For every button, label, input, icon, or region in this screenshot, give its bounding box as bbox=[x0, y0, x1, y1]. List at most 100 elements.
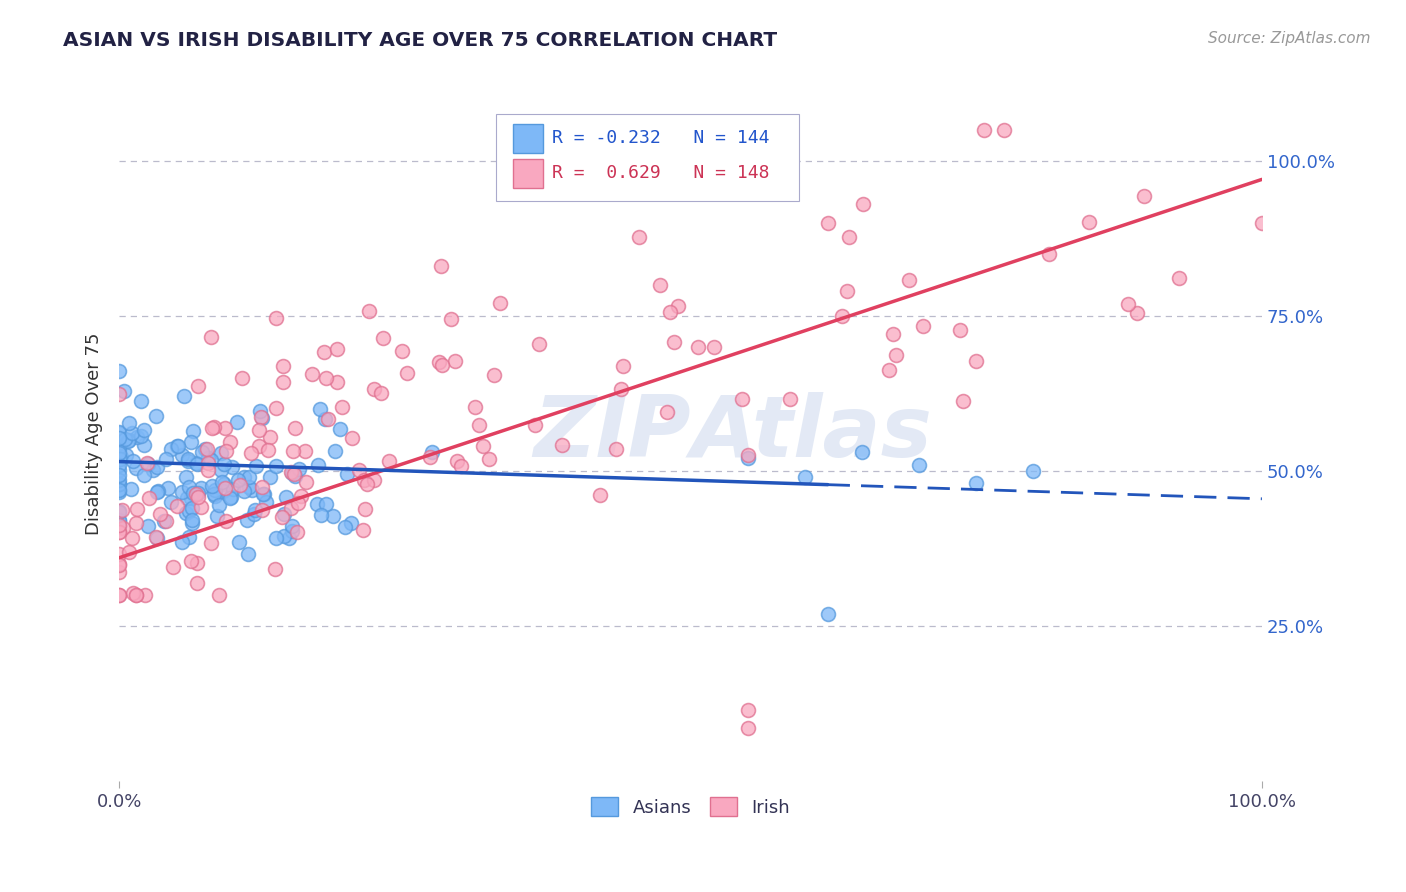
Text: ASIAN VS IRISH DISABILITY AGE OVER 75 CORRELATION CHART: ASIAN VS IRISH DISABILITY AGE OVER 75 CO… bbox=[63, 31, 778, 50]
Point bbox=[108, 451, 131, 466]
Point bbox=[219, 434, 242, 449]
Point bbox=[108, 483, 131, 498]
Point bbox=[254, 494, 277, 508]
Point bbox=[659, 305, 682, 319]
Point bbox=[108, 483, 131, 497]
Point bbox=[187, 490, 209, 504]
Point bbox=[208, 498, 231, 512]
Point bbox=[852, 196, 875, 211]
Point bbox=[356, 476, 378, 491]
Point bbox=[882, 326, 904, 341]
Point bbox=[664, 334, 686, 349]
Point bbox=[245, 458, 267, 473]
Point bbox=[108, 442, 131, 457]
Point bbox=[450, 459, 472, 474]
Point bbox=[605, 442, 627, 456]
Point bbox=[551, 437, 574, 451]
Point bbox=[177, 504, 200, 518]
Point bbox=[835, 285, 858, 299]
Point bbox=[108, 458, 131, 473]
Point bbox=[180, 435, 202, 450]
Point bbox=[201, 479, 224, 493]
Point bbox=[737, 448, 759, 462]
Point bbox=[238, 480, 260, 494]
Point bbox=[290, 489, 312, 503]
Point bbox=[284, 469, 307, 483]
Point bbox=[226, 473, 249, 487]
Point bbox=[122, 454, 145, 468]
Point bbox=[589, 488, 612, 502]
Point bbox=[247, 424, 270, 438]
Point bbox=[627, 230, 650, 244]
Point bbox=[190, 444, 212, 458]
Point bbox=[285, 525, 308, 540]
Point bbox=[284, 420, 307, 434]
Point bbox=[330, 400, 353, 414]
Point bbox=[146, 459, 169, 474]
Point bbox=[370, 386, 392, 401]
Point bbox=[181, 513, 204, 527]
Point bbox=[897, 273, 920, 287]
Point bbox=[111, 521, 134, 535]
Point bbox=[259, 470, 281, 484]
Point bbox=[471, 439, 494, 453]
Point bbox=[316, 412, 339, 426]
Point bbox=[209, 445, 232, 459]
Point bbox=[222, 482, 245, 496]
Point bbox=[271, 510, 294, 524]
Point bbox=[108, 473, 131, 487]
Point bbox=[236, 548, 259, 562]
Point bbox=[287, 496, 309, 510]
Point bbox=[609, 383, 631, 397]
Point bbox=[238, 470, 260, 484]
Point bbox=[308, 401, 330, 416]
Point bbox=[208, 588, 231, 602]
Point bbox=[245, 503, 267, 517]
Point bbox=[359, 303, 381, 318]
Point bbox=[125, 588, 148, 602]
Point bbox=[250, 410, 273, 425]
Point bbox=[419, 450, 441, 464]
Point bbox=[259, 430, 281, 444]
Point bbox=[307, 498, 329, 512]
Point bbox=[108, 515, 131, 529]
Point bbox=[831, 309, 853, 323]
Point bbox=[190, 481, 212, 495]
Point bbox=[176, 470, 198, 484]
Point bbox=[122, 585, 145, 599]
Point bbox=[391, 343, 413, 358]
Point bbox=[108, 463, 131, 477]
Point bbox=[427, 355, 450, 369]
Point bbox=[186, 576, 208, 591]
Point bbox=[1116, 297, 1139, 311]
Point bbox=[347, 463, 370, 477]
Point bbox=[211, 484, 233, 499]
Point bbox=[339, 516, 361, 531]
Point bbox=[129, 429, 152, 443]
Point bbox=[108, 588, 131, 602]
Point bbox=[194, 442, 217, 457]
Point bbox=[340, 431, 363, 445]
Point bbox=[155, 451, 177, 466]
Point bbox=[125, 516, 148, 530]
Point bbox=[145, 530, 167, 544]
Point bbox=[177, 453, 200, 467]
Point bbox=[180, 491, 202, 505]
Point bbox=[264, 458, 287, 473]
Point bbox=[108, 451, 131, 466]
Point bbox=[170, 485, 193, 500]
Point bbox=[309, 508, 332, 522]
Point bbox=[112, 384, 135, 399]
Point bbox=[212, 457, 235, 471]
Point bbox=[183, 424, 205, 438]
Point bbox=[315, 370, 337, 384]
Point bbox=[250, 480, 273, 494]
Point bbox=[134, 423, 156, 437]
Point bbox=[195, 442, 218, 456]
Point bbox=[146, 484, 169, 499]
Point bbox=[523, 417, 546, 432]
Point bbox=[180, 516, 202, 531]
Point bbox=[197, 456, 219, 470]
Point bbox=[231, 371, 253, 385]
Point bbox=[993, 122, 1015, 136]
